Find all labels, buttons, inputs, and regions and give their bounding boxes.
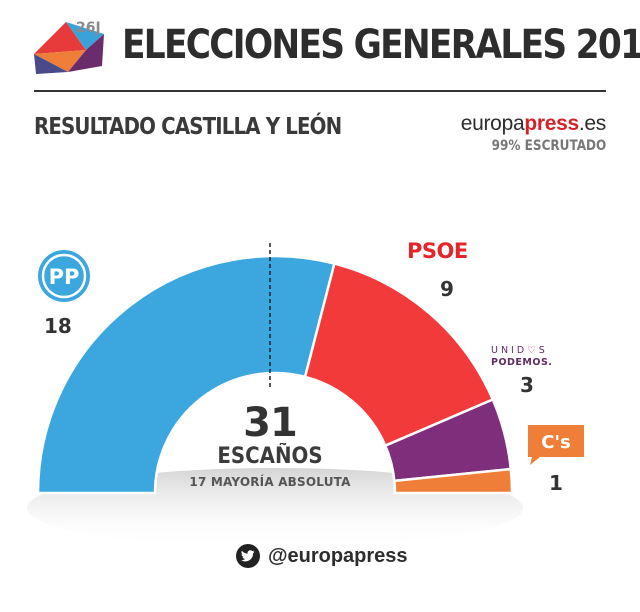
heart-icon: ♡ (527, 345, 539, 356)
page-title: ELECCIONES GENERALES 2016 (122, 22, 640, 68)
up-logo-line-1: UNID♡S (491, 345, 552, 357)
psoe-logo: PSOE (407, 239, 468, 263)
seat-count-unidos-podemos: 3 (520, 373, 534, 397)
up-logo-word-a: UNID (491, 345, 528, 356)
pp-logo: PP (38, 250, 90, 302)
brand-part-3: .es (578, 112, 606, 135)
total-seats-label: ESCAÑOS (217, 444, 323, 469)
twitter-handle[interactable]: @europapress (236, 543, 408, 569)
seat-segment-c-s (393, 467, 514, 495)
majority-label: 17 MAYORÍA ABSOLUTA (189, 475, 351, 489)
logo-purple-shape (68, 34, 104, 72)
twitter-handle-text: @europapress (268, 544, 408, 567)
cs-logo: C's (528, 425, 584, 465)
scrutiny-status: 99% ESCRUTADO (491, 138, 606, 154)
logo-red-shape (34, 22, 86, 54)
seat-segment-psoe (303, 262, 495, 448)
twitter-icon (236, 544, 260, 568)
logo-orange-shape (34, 50, 86, 72)
logo-blue-shape (66, 22, 104, 50)
elections-logo: 26J (34, 20, 104, 74)
logo-tag: 26J (76, 20, 101, 36)
unidos-podemos-logo: UNID♡S PODEMOS. (491, 345, 552, 369)
up-logo-word-b: S (538, 345, 548, 356)
chart-arcs (36, 254, 514, 495)
page-subtitle: RESULTADO CASTILLA Y LEÓN (34, 114, 342, 140)
brand-part-1: europa (460, 112, 525, 135)
cs-logo-text: C's (541, 432, 570, 453)
header-divider (34, 90, 606, 92)
seat-count-c-s: 1 (549, 471, 563, 495)
up-logo-line-2: PODEMOS. (491, 357, 553, 368)
seat-count-psoe: 9 (440, 277, 454, 301)
seat-segment-pp (36, 254, 336, 495)
brand-logo: europapress.es (460, 112, 607, 136)
logo-dark-shape (34, 54, 68, 74)
brand-part-2: press (524, 112, 579, 135)
pp-logo-text: PP (49, 265, 80, 289)
seat-count-pp: 18 (44, 314, 72, 338)
total-seats: 31 (243, 400, 298, 446)
